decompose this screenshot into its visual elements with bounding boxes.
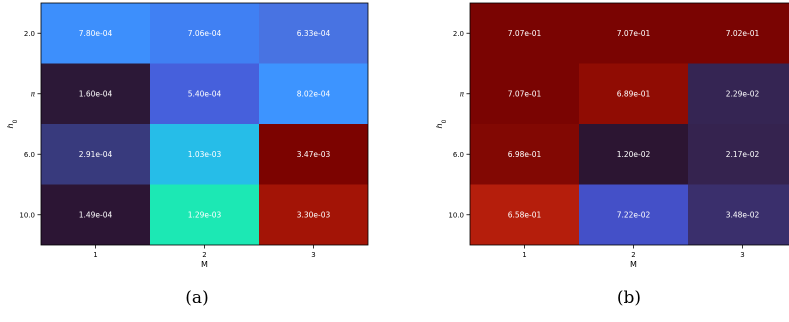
- x-axis-label: M: [201, 260, 208, 269]
- x-tick-label: 3: [740, 251, 744, 259]
- heatmap-cell: [470, 63, 579, 124]
- cell-value-label: 7.07e-01: [617, 29, 651, 38]
- x-tick-label: 1: [522, 251, 526, 259]
- heatmap-cell: [688, 63, 789, 124]
- y-axis-label: h0: [6, 119, 19, 128]
- heatmap-cell: [259, 63, 368, 124]
- cell-value-label: 1.60e-04: [79, 89, 113, 98]
- cell-value-label: 2.29e-02: [726, 89, 760, 98]
- y-tick-label: 6.0: [24, 151, 35, 159]
- cell-value-label: 7.22e-02: [617, 210, 651, 219]
- cell-value-label: 7.02e-01: [726, 29, 760, 38]
- y-tick-label: π: [460, 90, 465, 98]
- cell-value-label: 1.49e-04: [79, 210, 113, 219]
- heatmap-cell: [579, 184, 688, 245]
- heatmap-cell: [470, 3, 579, 64]
- x-tick-label: 1: [93, 251, 97, 259]
- heatmap-cell: [470, 184, 579, 245]
- heatmap-cell: [150, 3, 259, 64]
- cell-value-label: 3.47e-03: [297, 150, 331, 159]
- cell-value-label: 7.07e-01: [508, 89, 542, 98]
- cell-value-label: 6.89e-01: [617, 89, 651, 98]
- y-tick-label: 2.0: [453, 30, 464, 38]
- heatmap-cell: [41, 3, 150, 64]
- x-axis-label: M: [630, 260, 637, 269]
- cell-value-label: 5.40e-04: [188, 89, 222, 98]
- cell-value-label: 7.06e-04: [188, 29, 222, 38]
- heatmap-cell: [688, 3, 789, 64]
- y-tick-label: 10.0: [448, 211, 464, 219]
- x-tick-label: 2: [202, 251, 206, 259]
- y-tick-label: 6.0: [453, 151, 464, 159]
- panel-caption: (a): [185, 288, 208, 308]
- heatmap-cell: [579, 124, 688, 185]
- cell-value-label: 2.17e-02: [726, 150, 760, 159]
- heatmap-panel-a: 7.80e-04 7.06e-04 6.33e-04 1.60e-04 5.40e-04…: [6, 2, 369, 308]
- panel-caption: (b): [617, 288, 641, 308]
- heatmap-cell: [150, 63, 259, 124]
- heatmap-cell: [470, 124, 579, 185]
- heatmap-cell: [150, 124, 259, 185]
- cell-value-label: 6.98e-01: [508, 150, 542, 159]
- cell-value-label: 3.30e-03: [297, 210, 331, 219]
- x-tick-label: 2: [631, 251, 635, 259]
- cell-value-label: 8.02e-04: [297, 89, 331, 98]
- cell-value-label: 1.29e-03: [188, 210, 222, 219]
- heatmap-cell: [579, 3, 688, 64]
- heatmap-cell: [41, 184, 150, 245]
- cell-value-label: 3.48e-02: [726, 210, 760, 219]
- cell-value-label: 6.58e-01: [508, 210, 542, 219]
- heatmap-cell: [259, 124, 368, 185]
- cell-value-label: 6.33e-04: [297, 29, 331, 38]
- heatmap-cell: [150, 184, 259, 245]
- cell-value-label: 1.20e-02: [617, 150, 651, 159]
- heatmap-cell: [688, 124, 789, 185]
- cell-value-label: 2.91e-04: [79, 150, 113, 159]
- y-axis-label: h0: [435, 119, 448, 128]
- x-tick-label: 3: [311, 251, 315, 259]
- cell-value-label: 7.80e-04: [79, 29, 113, 38]
- heatmap-cell: [259, 3, 368, 64]
- y-tick-label: π: [31, 90, 36, 98]
- cell-value-label: 1.03e-03: [188, 150, 222, 159]
- cell-value-label: 7.07e-01: [508, 29, 542, 38]
- y-tick-label: 10.0: [19, 211, 35, 219]
- heatmap-cell: [579, 63, 688, 124]
- heatmap-cell: [259, 184, 368, 245]
- heatmap-cell: [41, 124, 150, 185]
- y-tick-label: 2.0: [24, 30, 35, 38]
- heatmap-cell: [41, 63, 150, 124]
- heatmap-panel-b: 7.07e-01 7.07e-01 7.02e-01 7.07e-01 6.89e-01…: [435, 2, 789, 308]
- heatmap-cell: [688, 184, 789, 245]
